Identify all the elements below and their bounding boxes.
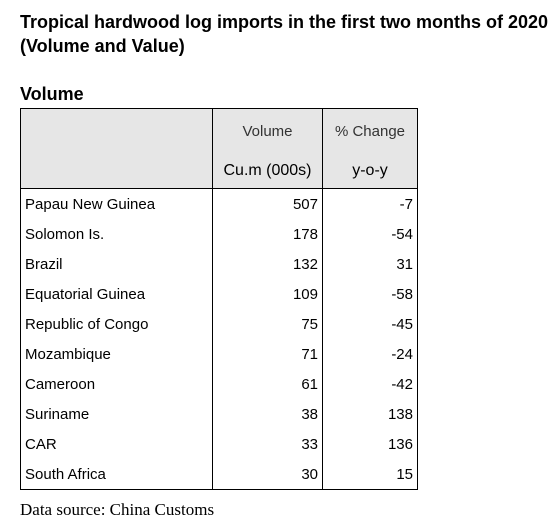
value-cell: -58 <box>322 279 418 309</box>
country-cell: Equatorial Guinea <box>20 279 213 309</box>
value-cell: 30 <box>212 459 323 490</box>
value-cell: -54 <box>322 219 418 249</box>
title: Tropical hardwood log imports in the fir… <box>20 12 549 56</box>
country-cell: Republic of Congo <box>20 309 213 339</box>
country-cell: CAR <box>20 429 213 459</box>
table-row: Republic of Congo 75 -45 <box>20 309 418 339</box>
table-row: Solomon Is. 178 -54 <box>20 219 418 249</box>
country-cell: Solomon Is. <box>20 219 213 249</box>
value-cell: 507 <box>212 188 323 219</box>
value-cell: 71 <box>212 339 323 369</box>
value-cell: 31 <box>322 249 418 279</box>
country-cell: Brazil <box>20 249 213 279</box>
value-cell: 33 <box>212 429 323 459</box>
header-cell <box>20 108 213 189</box>
table-row: Papau New Guinea 507 -7 <box>20 188 418 219</box>
source-note: Data source: China Customs <box>20 500 215 519</box>
table-row: Brazil 132 31 <box>20 249 418 279</box>
table-row: Suriname 38 138 <box>20 399 418 429</box>
value-cell: 75 <box>212 309 323 339</box>
value-cell: 61 <box>212 369 323 399</box>
value-cell: 136 <box>322 429 418 459</box>
table-row: South Africa 30 15 <box>20 459 418 490</box>
header-cell: y-o-y <box>322 153 418 189</box>
header-cell: Volume <box>212 108 323 153</box>
value-cell: 15 <box>322 459 418 490</box>
header-cell: % Change <box>322 108 418 153</box>
table-body: Papau New Guinea 507 -7 Solomon Is. 178 -54 Br… <box>20 188 418 490</box>
value-cell: -42 <box>322 369 418 399</box>
country-cell: Mozambique <box>20 339 213 369</box>
table: Volume % Change Cu.m (000s) y-o-y Papau … <box>20 108 418 490</box>
country-cell: South Africa <box>20 459 213 490</box>
value-cell: -45 <box>322 309 418 339</box>
table-row: Equatorial Guinea 109 -58 <box>20 279 418 309</box>
value-cell: 132 <box>212 249 323 279</box>
section-heading: Volume <box>20 84 84 104</box>
value-cell: 38 <box>212 399 323 429</box>
table-header: Volume % Change Cu.m (000s) y-o-y <box>20 108 418 189</box>
value-cell: -7 <box>322 188 418 219</box>
table-row: Cameroon 61 -42 <box>20 369 418 399</box>
value-cell: -24 <box>322 339 418 369</box>
value-cell: 109 <box>212 279 323 309</box>
header-cell: Cu.m (000s) <box>212 153 323 189</box>
value-cell: 178 <box>212 219 323 249</box>
country-cell: Suriname <box>20 399 213 429</box>
country-cell: Papau New Guinea <box>20 188 213 219</box>
table-row: CAR 33 136 <box>20 429 418 459</box>
value-cell: 138 <box>322 399 418 429</box>
country-cell: Cameroon <box>20 369 213 399</box>
table-row: Mozambique 71 -24 <box>20 339 418 369</box>
